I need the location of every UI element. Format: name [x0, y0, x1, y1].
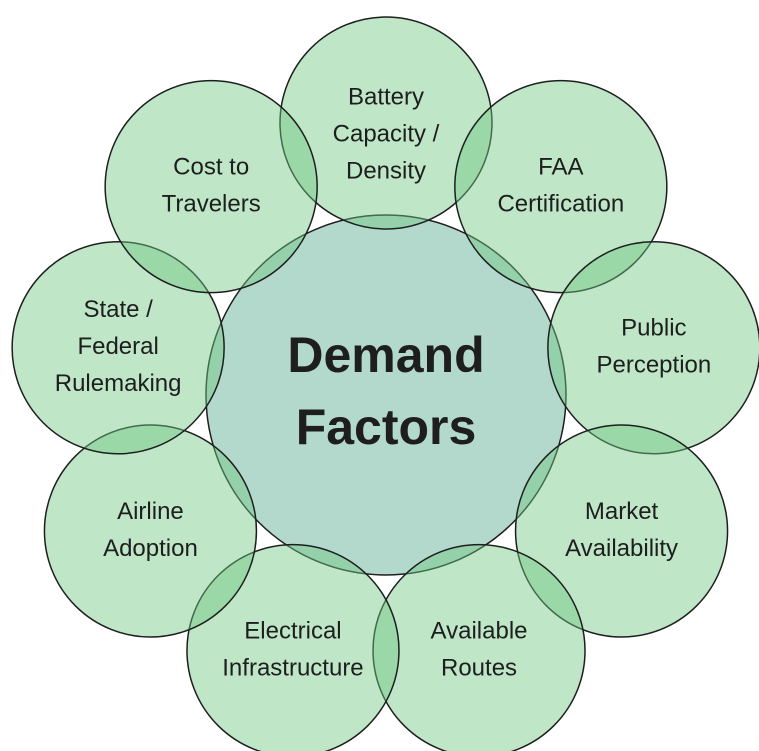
- node-circles: [11, 16, 759, 751]
- node-label: Certification: [497, 190, 624, 217]
- node-circle: [43, 424, 258, 638]
- node-circle: [279, 16, 493, 230]
- node-label: Rulemaking: [55, 370, 182, 397]
- node-circle: [547, 241, 759, 455]
- node-circle: [514, 424, 729, 638]
- node-label: Electrical: [244, 617, 341, 644]
- center-label: Demand: [287, 327, 484, 383]
- node-label: Perception: [596, 352, 711, 379]
- center-label: Factors: [296, 399, 477, 455]
- node-label: Cost to: [173, 153, 249, 180]
- node-label: Available: [431, 617, 528, 644]
- node-circle: [186, 543, 400, 751]
- node-circle: [11, 241, 225, 455]
- node-label: Adoption: [103, 535, 198, 562]
- node-circle: [372, 543, 586, 751]
- node-label: State /: [83, 296, 153, 323]
- node-label: FAA: [538, 153, 583, 180]
- node-label: Federal: [77, 333, 158, 360]
- node-label: Infrastructure: [222, 654, 363, 681]
- node-label: Market: [585, 498, 659, 525]
- node-label: Battery: [348, 83, 424, 110]
- node-label: Airline: [117, 498, 184, 525]
- node-circle: [104, 79, 318, 294]
- node-circle: [454, 79, 668, 294]
- node-label: Public: [621, 315, 686, 342]
- node-label: Capacity /: [333, 120, 440, 147]
- node-label: Travelers: [162, 190, 261, 217]
- labels: Battery Capacity / Density FAA Certification…: [55, 83, 711, 681]
- node-label: Routes: [441, 654, 517, 681]
- node-label: Availability: [565, 535, 678, 562]
- center-circle: [205, 214, 567, 576]
- node-label: Density: [346, 157, 426, 184]
